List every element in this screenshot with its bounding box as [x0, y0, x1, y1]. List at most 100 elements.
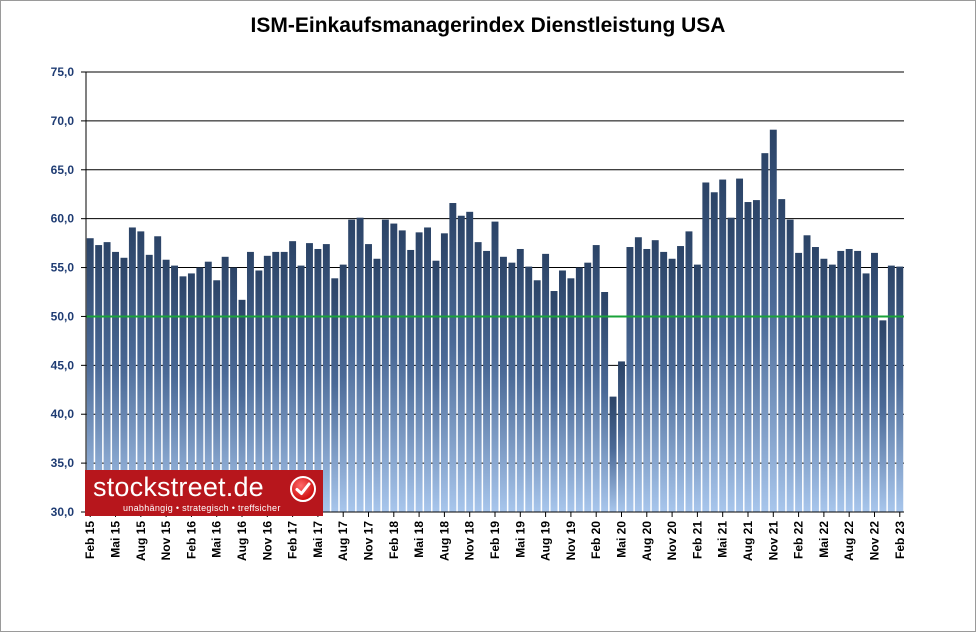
x-tick-label: Aug 17	[336, 521, 350, 561]
bar	[95, 245, 103, 512]
x-tick-label: Feb 17	[286, 521, 300, 559]
x-tick-label: Feb 16	[184, 521, 198, 559]
bar	[449, 203, 457, 512]
bar	[440, 233, 448, 512]
bar	[289, 241, 297, 512]
bar	[618, 361, 625, 512]
x-tick-label: Nov 17	[362, 521, 376, 561]
logo-wordmark: stockstreet.de	[93, 472, 264, 502]
bar	[491, 221, 499, 512]
bar	[424, 227, 431, 512]
x-tick-label: Feb 23	[893, 521, 907, 559]
y-tick-label: 50,0	[51, 309, 75, 323]
bar	[651, 240, 659, 512]
x-tick-label: Nov 19	[564, 521, 578, 561]
x-tick-label: Nov 18	[463, 521, 477, 561]
x-tick-label: Feb 20	[589, 521, 603, 559]
x-tick-label: Mai 20	[615, 521, 629, 558]
bar	[103, 242, 111, 512]
bar	[137, 231, 145, 512]
y-tick-label: 40,0	[51, 407, 75, 421]
bar	[828, 264, 836, 512]
bar	[322, 244, 330, 512]
bar	[516, 248, 524, 513]
bar	[879, 320, 887, 512]
bar	[812, 247, 819, 512]
bar	[896, 266, 904, 512]
bar	[474, 242, 482, 512]
bar	[668, 258, 676, 512]
bar	[837, 250, 845, 512]
bar	[483, 250, 491, 512]
x-tick-label: Aug 20	[640, 521, 654, 561]
x-tick-label: Nov 20	[665, 521, 679, 561]
y-tick-label: 60,0	[51, 212, 75, 226]
y-tick-label: 65,0	[51, 163, 75, 177]
y-tick-label: 75,0	[51, 65, 75, 79]
bar	[592, 245, 600, 512]
bar	[634, 237, 642, 513]
bar	[398, 230, 406, 512]
bar	[550, 291, 558, 512]
x-tick-label: Mai 16	[210, 521, 224, 558]
bar	[204, 261, 212, 512]
x-tick-label: Aug 22	[842, 521, 856, 561]
bar	[314, 248, 322, 513]
x-tick-label: Feb 15	[83, 521, 97, 559]
bar	[128, 227, 136, 512]
x-tick-label: Mai 15	[109, 521, 123, 558]
x-tick-label: Aug 18	[437, 521, 451, 561]
bar	[466, 211, 474, 512]
bar	[862, 273, 870, 512]
bar	[373, 258, 381, 512]
bar	[660, 251, 668, 512]
x-tick-label: Feb 18	[387, 521, 401, 559]
bar	[171, 265, 179, 512]
x-tick-label: Aug 16	[235, 521, 249, 561]
bar	[255, 270, 263, 512]
logo-slogan: unabhängig • strategisch • treffsicher	[123, 503, 281, 513]
bar	[845, 248, 853, 513]
bar	[575, 267, 583, 512]
bar	[145, 254, 153, 512]
bar	[508, 262, 516, 512]
chart-title: ISM-Einkaufsmanagerindex Dienstleistung …	[250, 14, 726, 37]
bar	[601, 292, 609, 512]
bar	[778, 199, 786, 513]
bar	[786, 219, 794, 512]
checkmark-icon	[290, 476, 316, 502]
x-tick-label: Mai 21	[716, 521, 730, 558]
bar	[390, 223, 398, 512]
bar	[407, 249, 415, 512]
bar	[761, 153, 769, 512]
x-tick-label: Mai 18	[412, 521, 426, 558]
bar	[86, 238, 94, 512]
bar	[626, 247, 634, 512]
bar	[710, 192, 718, 512]
bar	[736, 178, 744, 512]
stockstreet-logo: stockstreet.de unabhängig • strategisch …	[85, 470, 323, 516]
y-tick-label: 70,0	[51, 114, 75, 128]
bar	[871, 252, 878, 512]
bar	[702, 182, 710, 513]
bar	[179, 276, 187, 512]
bar	[331, 278, 339, 512]
bar	[196, 267, 204, 512]
bar	[365, 244, 372, 512]
bar	[887, 265, 895, 512]
bar	[854, 250, 862, 512]
bar	[457, 215, 465, 513]
bar	[246, 251, 254, 512]
y-tick-label: 45,0	[51, 358, 75, 372]
x-tick-label: Nov 15	[159, 521, 173, 561]
x-tick-label: Mai 22	[817, 521, 831, 558]
x-tick-label: Feb 19	[488, 521, 502, 559]
x-tick-label: Feb 21	[690, 521, 704, 559]
bar	[820, 258, 828, 512]
bar	[263, 255, 271, 512]
bar	[348, 219, 356, 512]
x-tick-label: Nov 16	[260, 521, 274, 561]
bar	[542, 253, 550, 512]
x-tick-label: Feb 22	[792, 521, 806, 559]
